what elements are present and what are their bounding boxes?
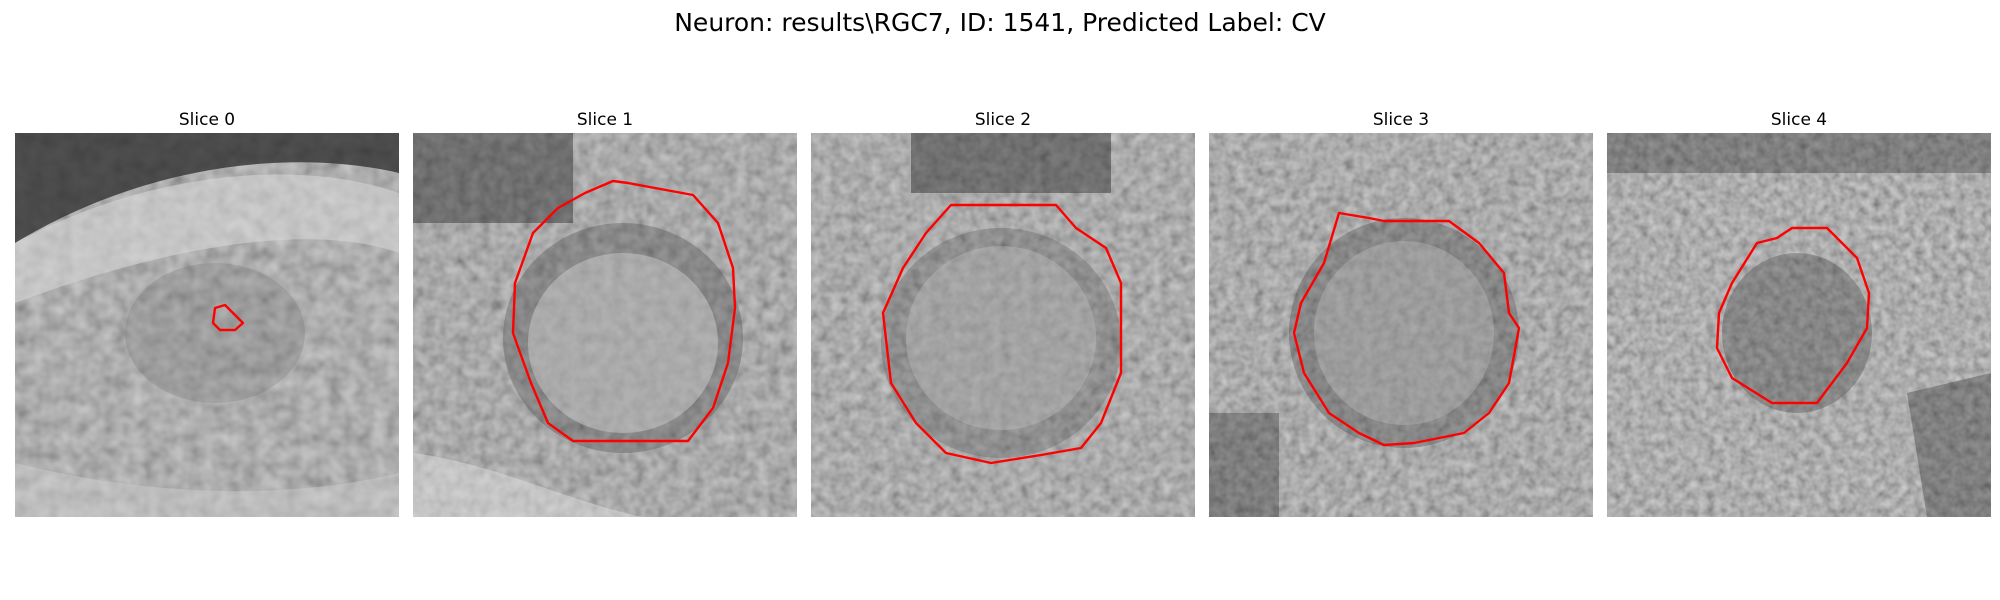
- roi-contour-4: [1715, 226, 1871, 405]
- slice-title-0: Slice 0: [178, 110, 236, 130]
- grayscale-micrograph-0: [15, 133, 399, 517]
- slice-image-0: [15, 133, 399, 517]
- slice-panel-2: Slice 2: [811, 108, 1195, 517]
- slice-title-4: Slice 4: [1770, 110, 1828, 130]
- slice-title-1: Slice 1: [576, 110, 634, 130]
- slice-image-2: [811, 133, 1195, 517]
- slice-panel-4: Slice 4: [1607, 108, 1991, 517]
- roi-contour-0: [211, 303, 245, 332]
- roi-contour-2: [881, 203, 1123, 465]
- slice-panel-0: Slice 0: [15, 108, 399, 517]
- figure-title: Neuron: results\RGC7, ID: 1541, Predicte…: [674, 8, 1326, 37]
- grayscale-micrograph-2: [811, 133, 1195, 517]
- grayscale-micrograph-4: [1607, 133, 1991, 517]
- slice-image-1: [413, 133, 797, 517]
- roi-contour-1: [511, 179, 737, 443]
- roi-contour-3: [1292, 211, 1521, 447]
- slice-panel-1: Slice 1: [413, 108, 797, 517]
- slice-title-3: Slice 3: [1372, 110, 1430, 130]
- slice-image-3: [1209, 133, 1593, 517]
- slice-panel-3: Slice 3: [1209, 108, 1593, 517]
- slice-title-2: Slice 2: [974, 110, 1032, 130]
- slice-image-4: [1607, 133, 1991, 517]
- grayscale-micrograph-3: [1209, 133, 1593, 517]
